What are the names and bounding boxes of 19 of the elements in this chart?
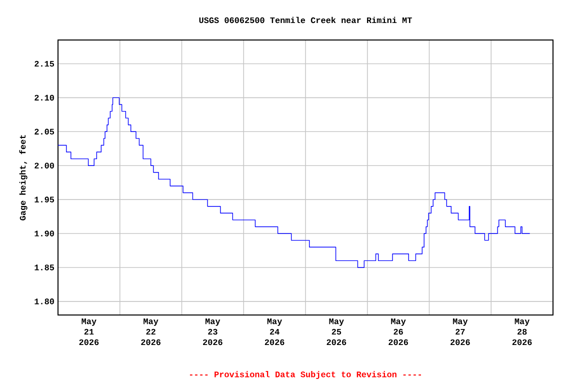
x-tick-label: May 25 2026 bbox=[326, 318, 346, 346]
chart-title: USGS 06062500 Tenmile Creek near Rimini MT bbox=[199, 16, 412, 24]
y-tick-label: 1.95 bbox=[34, 196, 54, 202]
text: ---- Provisional Data Subject to Revision ---- bbox=[190, 371, 421, 379]
y-tick-label: 1.85 bbox=[34, 264, 54, 270]
y-tick-label: 1.80 bbox=[34, 298, 54, 304]
x-tick-label: May 28 2026 bbox=[512, 318, 532, 346]
y-tick-label: 2.00 bbox=[34, 162, 54, 168]
y-axis-title: Gage height, feet bbox=[19, 135, 28, 220]
x-tick-label: May 26 2026 bbox=[388, 318, 408, 346]
x-tick-label: May 22 2026 bbox=[141, 318, 161, 346]
y-tick-label: 1.90 bbox=[34, 230, 54, 236]
y-tick-label: 2.05 bbox=[34, 128, 54, 135]
y-tick-label: 2.15 bbox=[34, 60, 54, 67]
x-tick-label: May 24 2026 bbox=[264, 318, 284, 346]
x-tick-label: May 21 2026 bbox=[79, 318, 99, 346]
x-tick-label: May 27 2026 bbox=[450, 318, 470, 346]
x-tick-label: May 23 2026 bbox=[203, 318, 222, 346]
y-tick-label: 2.10 bbox=[34, 94, 54, 101]
